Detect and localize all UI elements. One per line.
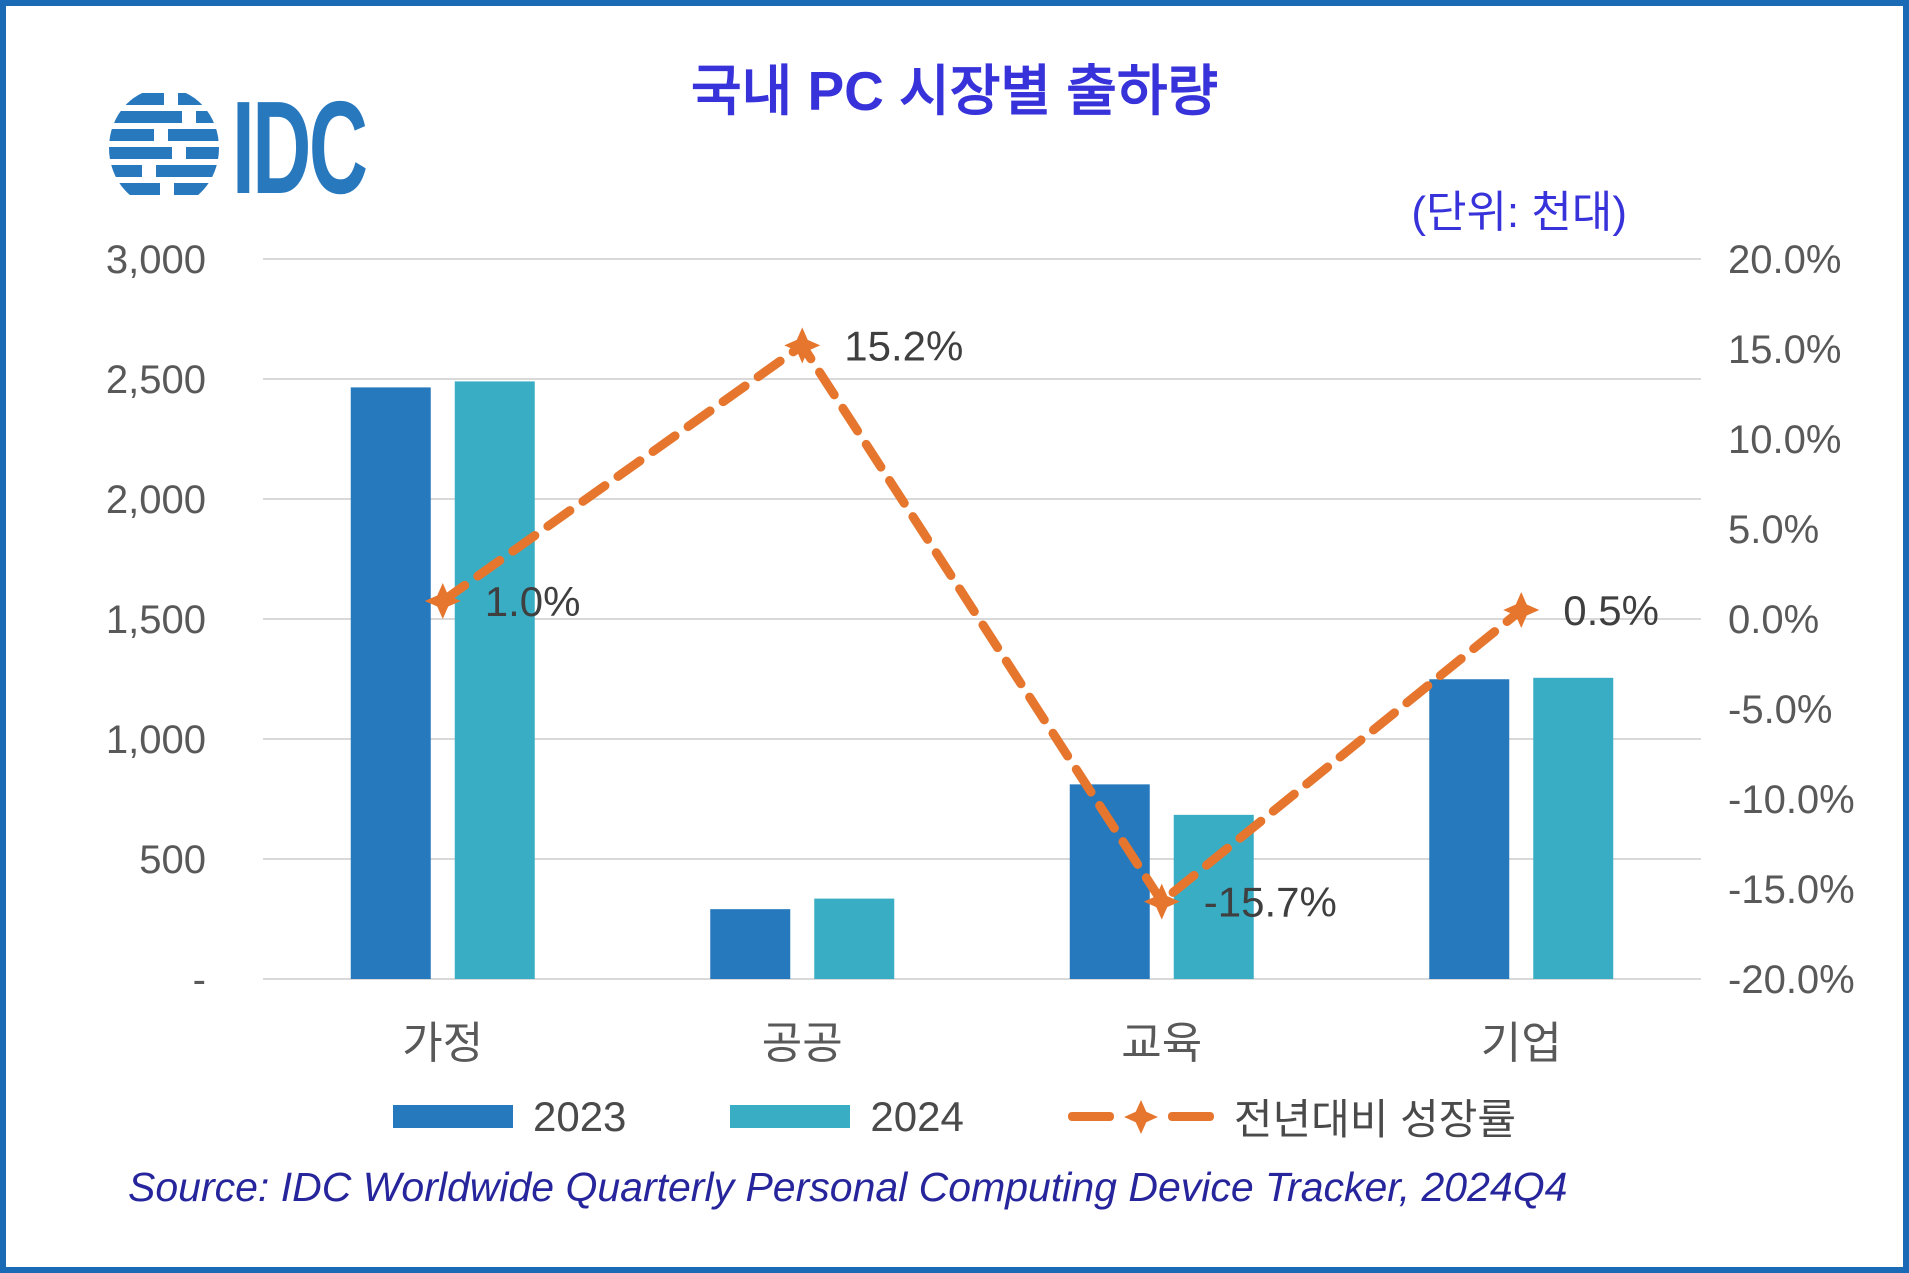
right-axis-tick: -5.0%	[1728, 688, 1833, 732]
bar-2023-가정	[350, 387, 431, 979]
growth-label: 0.5%	[1563, 587, 1659, 634]
left-axis-tick: -	[193, 958, 206, 1002]
bar-series-2023	[350, 387, 1510, 979]
growth-markers	[424, 327, 1540, 920]
category-labels: 가정 공공 교육 기업	[402, 1019, 1561, 1068]
category-label: 가정	[402, 1019, 483, 1068]
bar-series-2024	[454, 381, 1614, 979]
category-label: 기업	[1481, 1019, 1562, 1068]
category-label: 교육	[1121, 1019, 1202, 1068]
category-label: 공공	[762, 1019, 843, 1068]
source-note: Source: IDC Worldwide Quarterly Personal…	[128, 1164, 1568, 1210]
legend-item-growth: 전년대비 성장률	[1067, 1086, 1517, 1147]
right-axis-tick: -20.0%	[1728, 958, 1855, 1002]
legend-dash-icon	[1067, 1112, 1114, 1121]
growth-data-labels: 1.0% 15.2% -15.7% 0.5%	[485, 322, 1659, 925]
idc-logo-text: IDC	[232, 74, 368, 221]
legend-label-2024: 2024	[870, 1092, 964, 1140]
right-axis-tick: 20.0%	[1728, 238, 1841, 282]
idc-logo: IDC	[106, 82, 447, 214]
page-title: 국내 PC 시장별 출하량	[690, 60, 1219, 122]
unit-label: (단위: 천대)	[1411, 188, 1627, 237]
legend-item-2024: 2024	[730, 1092, 964, 1141]
legend-line-marker-star	[1123, 1099, 1158, 1134]
legend: 2023 2024 전년대비 성장률	[6, 1086, 1903, 1147]
left-axis-labels: - 500 1,000 1,500 2,000 2,500 3,000	[106, 238, 206, 1002]
right-axis-tick: -15.0%	[1728, 868, 1855, 912]
left-axis-tick: 3,000	[106, 238, 206, 282]
bar-2024-가정	[454, 381, 535, 979]
left-axis-tick: 1,000	[106, 718, 206, 762]
legend-star-icon	[1123, 1099, 1158, 1134]
legend-line-marker	[1067, 1099, 1214, 1135]
legend-item-2023: 2023	[392, 1092, 627, 1141]
right-axis-tick: 15.0%	[1728, 328, 1841, 372]
bar-2024-기업	[1533, 677, 1614, 979]
legend-swatch-2023	[392, 1105, 513, 1128]
growth-label: 1.0%	[485, 578, 581, 625]
growth-marker	[784, 327, 821, 364]
legend-swatch-2024	[730, 1105, 851, 1128]
growth-marker	[1503, 592, 1540, 628]
left-axis-tick: 2,500	[106, 358, 206, 402]
idc-globe-icon	[109, 93, 219, 195]
growth-marker	[1143, 883, 1180, 920]
growth-marker	[424, 583, 461, 619]
bar-2023-기업	[1429, 679, 1510, 979]
legend-label-2023: 2023	[532, 1092, 627, 1140]
bar-2023-공공	[710, 909, 791, 979]
right-axis-tick: 0.0%	[1728, 598, 1819, 642]
legend-label-growth: 전년대비 성장률	[1233, 1096, 1517, 1143]
bar-2024-공공	[814, 898, 895, 979]
legend-dash-icon	[1167, 1112, 1214, 1121]
growth-label: -15.7%	[1204, 879, 1337, 926]
right-axis-tick: 5.0%	[1728, 508, 1819, 552]
right-axis-tick: 10.0%	[1728, 418, 1841, 462]
left-axis-tick: 1,500	[106, 598, 206, 642]
left-axis-tick: 2,000	[106, 478, 206, 522]
right-axis-labels: -20.0% -15.0% -10.0% -5.0% 0.0% 5.0% 10.0% 15.0…	[1728, 238, 1855, 1002]
growth-line	[438, 339, 1526, 909]
growth-label: 15.2%	[844, 322, 963, 369]
right-axis-tick: -10.0%	[1728, 778, 1855, 822]
combo-chart: - 500 1,000 1,500 2,000 2,500 3,000 -20.0% -15.0…	[106, 238, 1855, 1068]
left-axis-tick: 500	[139, 838, 206, 882]
